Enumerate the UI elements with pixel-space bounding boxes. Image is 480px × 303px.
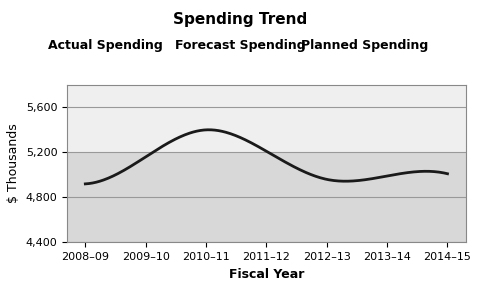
Text: Forecast Spending: Forecast Spending bbox=[175, 39, 305, 52]
Text: Actual Spending: Actual Spending bbox=[48, 39, 163, 52]
Y-axis label: $ Thousands: $ Thousands bbox=[7, 124, 20, 204]
Text: Planned Spending: Planned Spending bbox=[301, 39, 429, 52]
Bar bbox=[67, 85, 466, 152]
Text: Spending Trend: Spending Trend bbox=[173, 12, 307, 27]
X-axis label: Fiscal Year: Fiscal Year bbox=[228, 268, 304, 281]
Bar bbox=[67, 152, 466, 242]
